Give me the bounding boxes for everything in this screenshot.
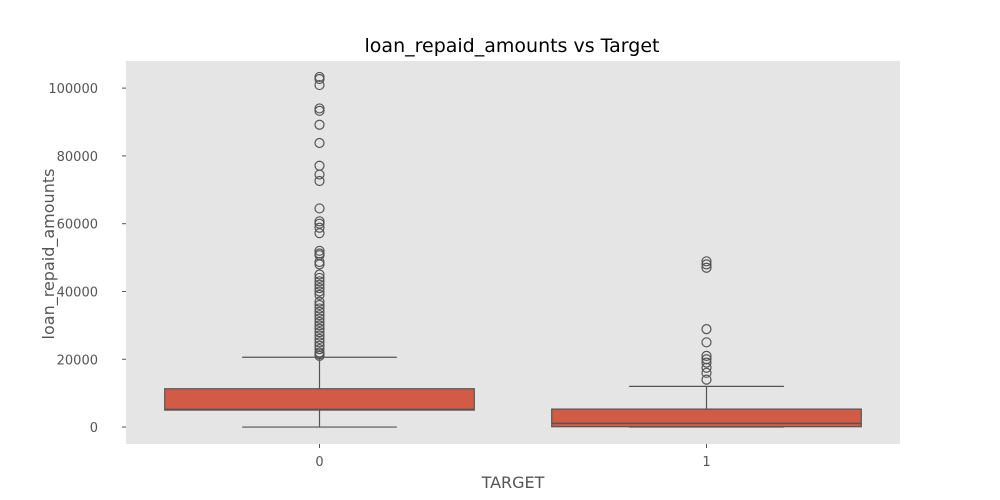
outlier-point [314,137,325,149]
box-group-0 [164,71,475,428]
outlier-point [314,299,325,311]
outlier-point [701,256,712,267]
outlier-point [314,286,325,297]
outlier-point [701,374,712,385]
x-tick-label: 0 [315,455,323,470]
outlier-point [701,362,712,373]
outlier-point [314,289,325,300]
outlier-point [314,306,325,317]
outlier-point [314,79,325,91]
outlier-point [314,330,325,341]
outlier-point [314,310,325,321]
outlier-point [701,350,712,361]
outlier-point [314,269,325,280]
box-group-1 [551,256,862,428]
outlier-point [701,324,712,335]
outlier-point [314,350,325,361]
y-tick-label: 0 [90,421,98,436]
y-axis-label: loan_repaid_amounts [39,169,59,340]
y-tick-label: 60000 [57,218,98,233]
outlier-point [314,327,325,338]
outlier-point [314,276,325,287]
outlier-point [314,313,325,324]
outlier-point [701,259,712,270]
outlier-point [314,203,325,214]
outlier-point [314,296,325,307]
box-iqr [551,408,862,428]
y-tick-label: 80000 [57,150,98,165]
outlier-point [314,175,325,187]
outlier-point [314,228,325,239]
boxes-layer [164,71,862,428]
outlier-point [314,303,325,314]
outlier-point [314,222,325,233]
outlier-point [314,343,325,355]
outlier-point [701,337,712,348]
outlier-point [314,323,325,334]
plot-area [126,61,900,444]
y-axis: 0 20000 40000 60000 80000 100000 [48,82,126,436]
outlier-point [314,333,325,345]
outlier-point [701,357,712,368]
outlier-point [314,259,325,270]
outlier-point [314,169,325,180]
x-axis-label: TARGET [481,473,545,492]
outlier-point [701,367,712,378]
outlier-point [314,316,325,328]
y-tick-label: 20000 [57,353,98,368]
outlier-point [314,245,325,256]
chart-title: loan_repaid_amounts vs Target [365,35,660,57]
outlier-point [314,272,325,284]
outlier-point [314,337,325,348]
outlier-point [701,262,712,273]
outlier-point [314,73,325,85]
outlier-point [314,105,325,116]
outlier-point [314,282,325,294]
outlier-point [314,279,325,290]
y-tick-label: 100000 [48,82,98,97]
box-iqr [164,388,475,411]
outlier-point [314,119,325,130]
outlier-point [314,320,325,331]
y-tick-label: 40000 [57,285,98,300]
x-tick-label: 1 [702,455,710,470]
